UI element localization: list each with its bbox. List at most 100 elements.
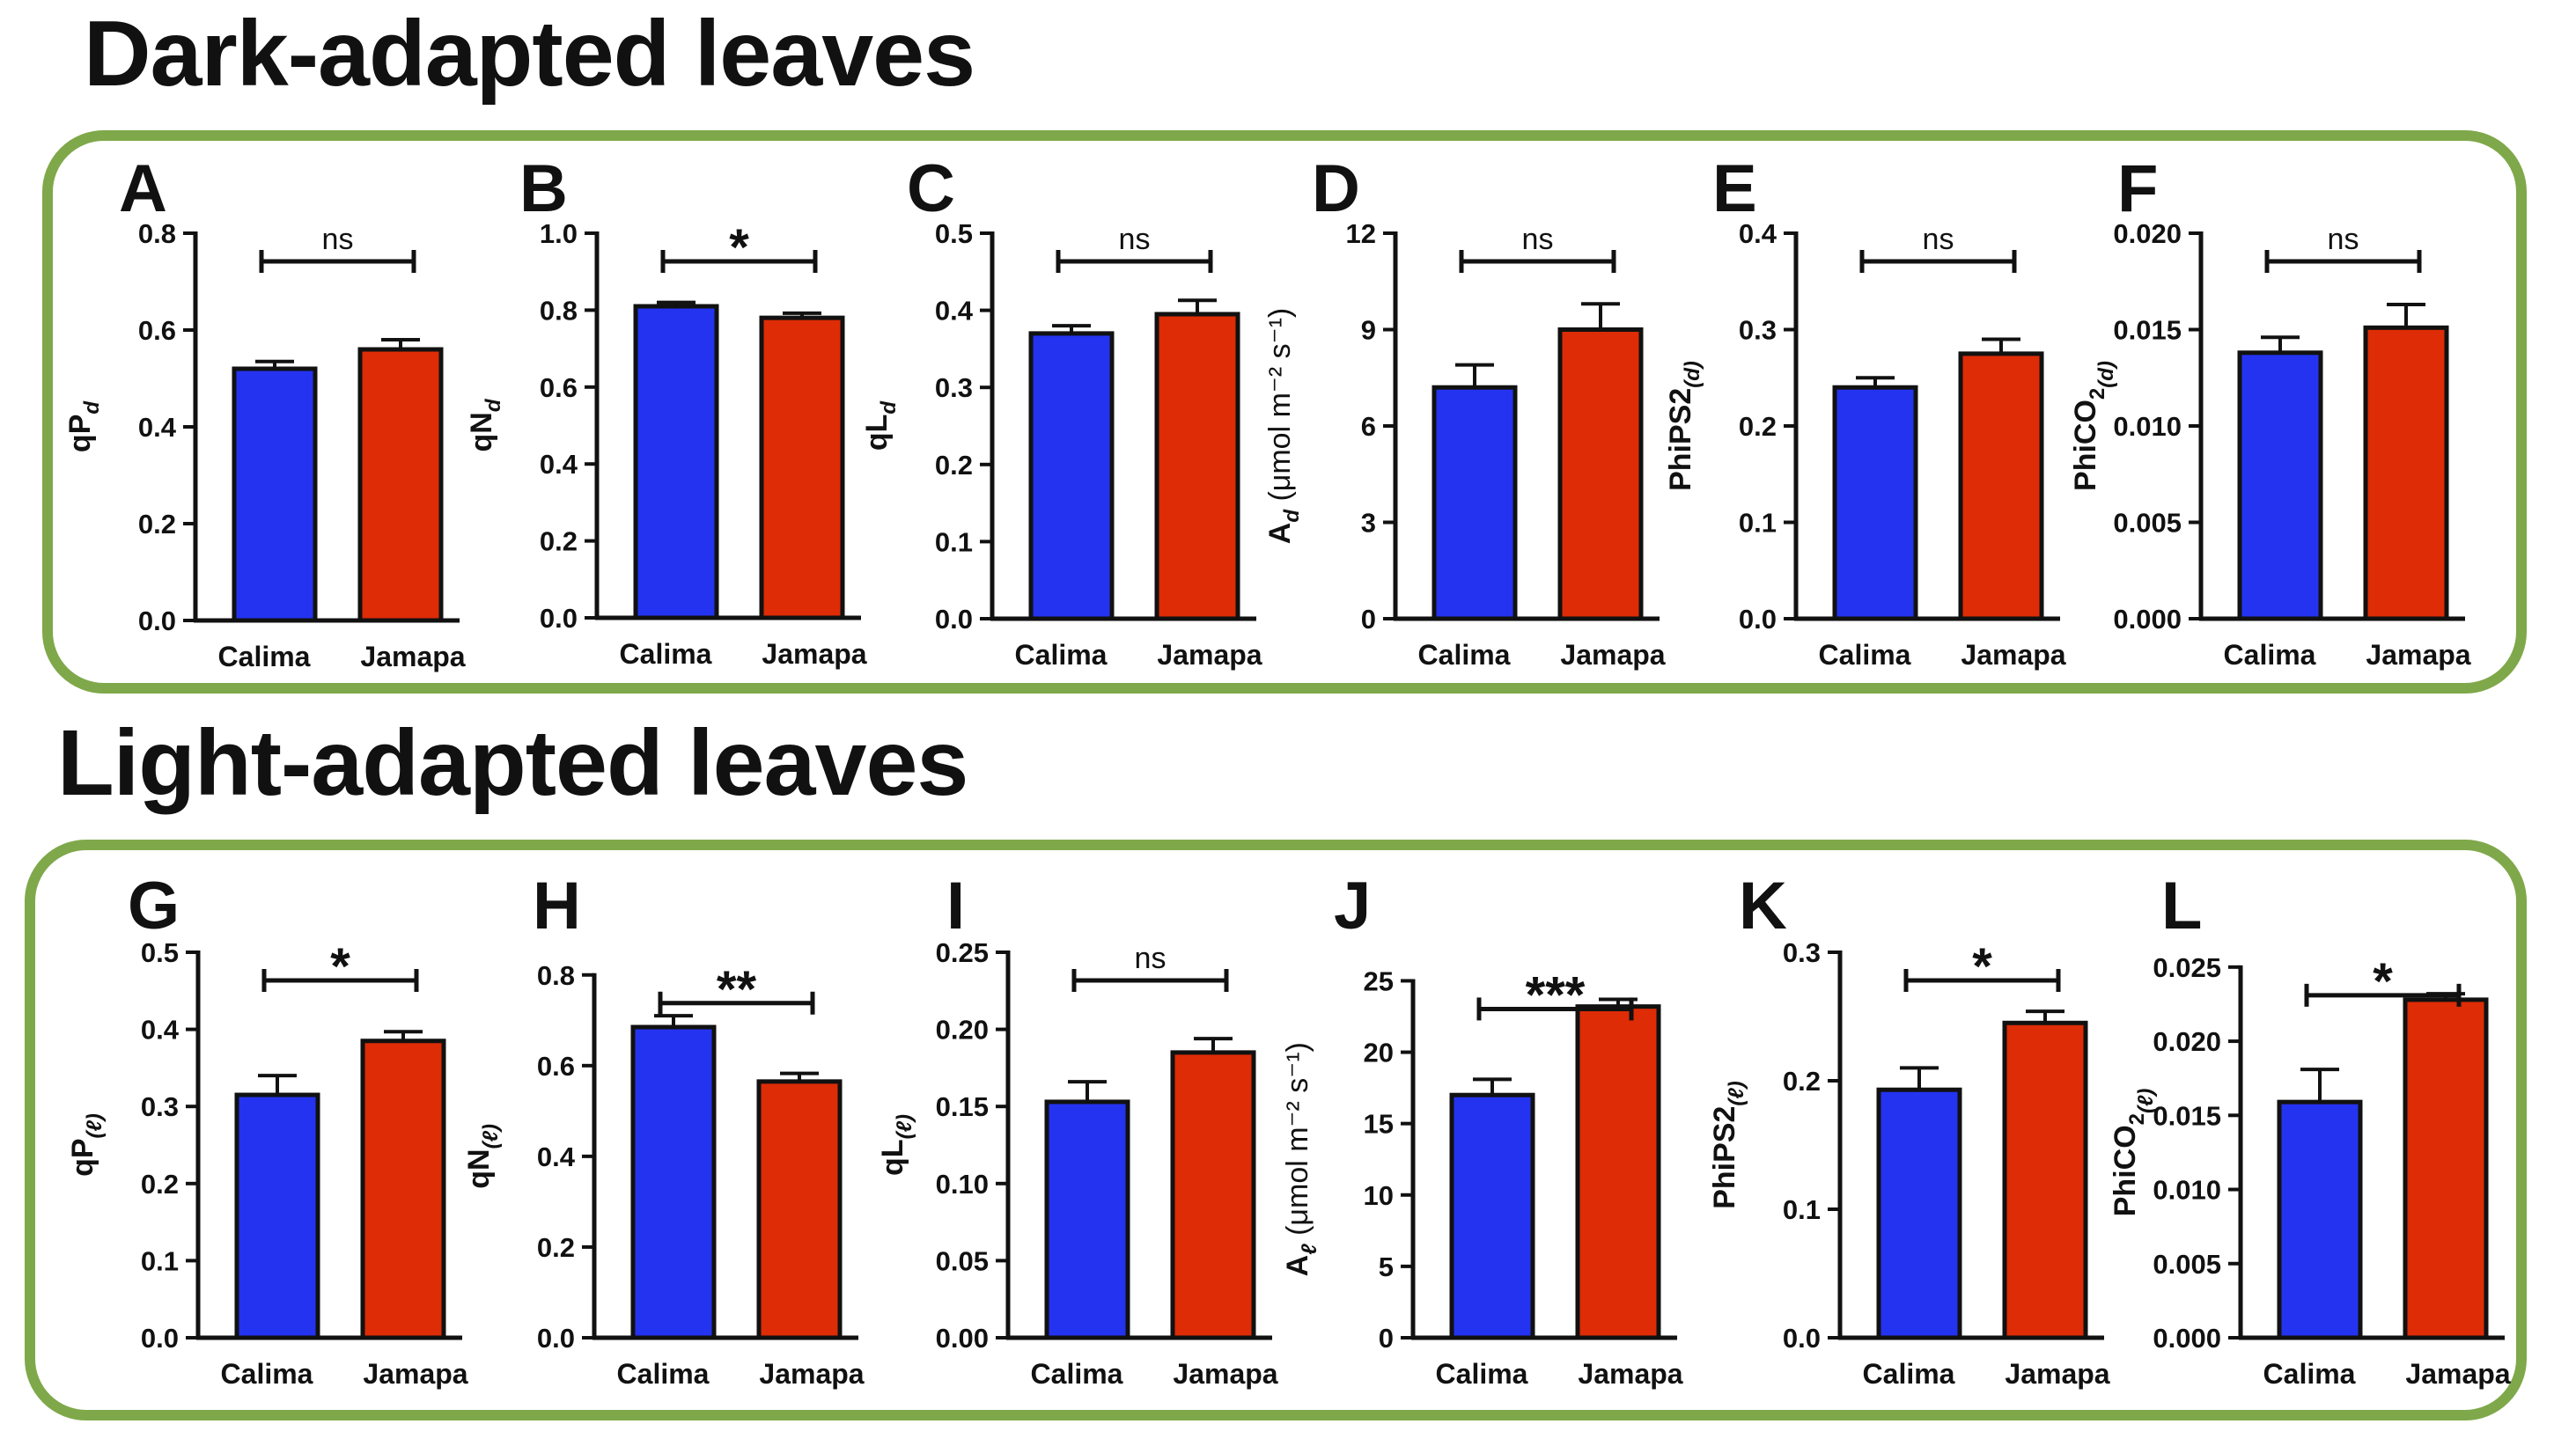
y-axis-title: Aℓ (μmol m⁻² s⁻¹) — [1281, 1042, 1321, 1276]
category-label-calima: Calima — [617, 1358, 710, 1390]
panel-l: L 0.000 0.005 0.010 0.015 0.020 0.025 Calima Jam… — [2109, 869, 2511, 1390]
bar-jamapa — [2363, 325, 2449, 621]
y-axis-title: PhiPS2(ℓ) — [1708, 1081, 1748, 1209]
significance-label: ns — [1135, 942, 1167, 975]
y-tick-label: 0.3 — [141, 1091, 179, 1122]
category-label-jamapa: Jamapa — [2405, 1358, 2510, 1390]
bar-calima — [1449, 1092, 1535, 1340]
y-tick-label: 0.1 — [141, 1245, 179, 1276]
y-tick-label: 0.4 — [935, 296, 974, 327]
y-tick-label: 0.3 — [935, 372, 973, 403]
y-tick-label: 0.025 — [2153, 952, 2221, 983]
panel-letter: B — [519, 151, 568, 226]
bar-jamapa — [756, 1079, 843, 1340]
panel-letter: I — [946, 869, 965, 943]
y-tick-label: 0.010 — [2153, 1175, 2221, 1206]
y-tick-label: 0.1 — [935, 526, 973, 557]
y-tick-label: 0.2 — [1783, 1066, 1821, 1097]
panel-k: K 0.0 0.1 0.2 0.3 Calima Jamapa * PhiPS2(ℓ) — [1708, 869, 2110, 1390]
y-tick-label: 0.0 — [540, 603, 578, 634]
y-axis-title: PhiCO2(ℓ) — [2109, 1089, 2158, 1217]
category-label-jamapa: Jamapa — [759, 1358, 864, 1390]
bar-calima — [234, 1092, 320, 1340]
panel-c: C 0.0 0.1 0.2 0.3 0.4 0.5 Calima Jamapa ns qLd — [860, 151, 1262, 671]
y-tick-label: 0.0 — [138, 606, 176, 636]
dark-panel-frame — [42, 130, 2527, 694]
category-label-jamapa: Jamapa — [1961, 639, 2065, 671]
dark-section-title: Dark-adapted leaves — [84, 2, 975, 106]
y-tick-label: 0.00 — [936, 1323, 989, 1354]
significance-label: ns — [1923, 223, 1954, 256]
category-label-calima: Calima — [2263, 1358, 2356, 1390]
category-label-calima: Calima — [1418, 639, 1511, 671]
y-tick-label: 3 — [1361, 508, 1376, 539]
y-tick-label: 10 — [1364, 1180, 1394, 1211]
y-tick-label: 0.5 — [935, 218, 973, 249]
y-tick-label: 0.2 — [141, 1169, 179, 1200]
bar-jamapa — [357, 347, 444, 623]
y-tick-label: 0.8 — [537, 960, 575, 991]
y-tick-label: 0.6 — [138, 315, 176, 346]
panel-h: H 0.0 0.2 0.4 0.6 0.8 Calima Jamapa ** qN(ℓ) — [462, 869, 865, 1390]
y-tick-label: 0.005 — [2153, 1249, 2221, 1280]
panel-letter: C — [907, 151, 955, 226]
category-label-calima: Calima — [1031, 1358, 1123, 1390]
panel-letter: F — [2117, 151, 2158, 226]
y-tick-label: 0.8 — [138, 218, 176, 249]
y-tick-label: 0.25 — [936, 937, 989, 968]
y-axis-title: Ad (μmol m⁻² s⁻¹) — [1263, 308, 1304, 544]
y-axis-title: PhiPS2(d) — [1664, 361, 1704, 491]
y-tick-label: 0.4 — [540, 449, 578, 480]
y-tick-label: 0.0 — [1783, 1323, 1821, 1354]
y-axis-title: PhiCO2(d) — [2069, 361, 2118, 491]
panel-e: E 0.0 0.1 0.2 0.3 0.4 Calima Jamapa ns PhiPS2(d) — [1664, 151, 2066, 671]
bar-calima — [232, 366, 318, 623]
y-tick-label: 0.0 — [935, 604, 973, 635]
category-label-calima: Calima — [1015, 639, 1108, 671]
y-axis-title: qN(ℓ) — [462, 1124, 503, 1189]
y-tick-label: 0.2 — [935, 450, 973, 481]
category-label-jamapa: Jamapa — [1560, 639, 1665, 671]
y-tick-label: 6 — [1361, 411, 1376, 442]
y-tick-label: 0.3 — [1783, 937, 1821, 968]
category-label-calima: Calima — [1819, 639, 1911, 671]
y-tick-label: 0.6 — [537, 1051, 575, 1082]
y-tick-label: 0.020 — [2153, 1026, 2221, 1057]
panel-letter: K — [1739, 869, 1787, 943]
significance-label: ns — [322, 223, 354, 256]
bar-calima — [2277, 1099, 2363, 1340]
category-label-jamapa: Jamapa — [2005, 1358, 2109, 1390]
panel-b: B 0.0 0.2 0.4 0.6 0.8 1.0 Calima Jamapa * qNd — [465, 151, 867, 670]
y-tick-label: 0.4 — [138, 412, 177, 443]
panel-letter: E — [1712, 151, 1757, 226]
panel-d: D 0 3 6 9 12 Calima Jamapa ns Ad (μmol m⁻² s⁻¹) — [1263, 151, 1666, 671]
bar-jamapa — [360, 1039, 446, 1340]
panel-letter: L — [2161, 869, 2202, 943]
category-label-jamapa: Jamapa — [1578, 1358, 1682, 1390]
y-tick-label: 20 — [1364, 1038, 1394, 1068]
panel-i: I 0.00 0.05 0.10 0.15 0.20 0.25 Calima Jamapa ns q… — [876, 869, 1278, 1390]
y-tick-label: 25 — [1364, 965, 1394, 996]
bar-jamapa — [1557, 327, 1644, 621]
y-tick-label: 0.4 — [141, 1015, 180, 1046]
y-axis-title: qL(ℓ) — [876, 1114, 916, 1176]
y-tick-label: 0.2 — [138, 509, 176, 539]
y-tick-label: 0.05 — [936, 1245, 989, 1276]
y-tick-label: 0.000 — [2153, 1323, 2221, 1354]
y-tick-label: 0.2 — [1739, 411, 1777, 442]
y-tick-label: 0.8 — [540, 295, 578, 326]
y-tick-label: 0 — [1361, 604, 1376, 635]
y-tick-label: 1.0 — [540, 218, 578, 249]
category-label-jamapa: Jamapa — [1157, 639, 1262, 671]
bar-calima — [1432, 385, 1518, 621]
y-tick-label: 0.005 — [2113, 508, 2182, 539]
y-axis-title: qLd — [860, 400, 901, 451]
category-label-calima: Calima — [620, 638, 712, 670]
bar-jamapa — [1575, 1004, 1661, 1340]
light-panel-frame — [25, 840, 2527, 1420]
bar-jamapa — [2002, 1020, 2088, 1340]
bar-calima — [633, 304, 719, 620]
y-axis-title: qP(ℓ) — [66, 1113, 107, 1177]
y-tick-label: 0.0 — [537, 1323, 575, 1354]
